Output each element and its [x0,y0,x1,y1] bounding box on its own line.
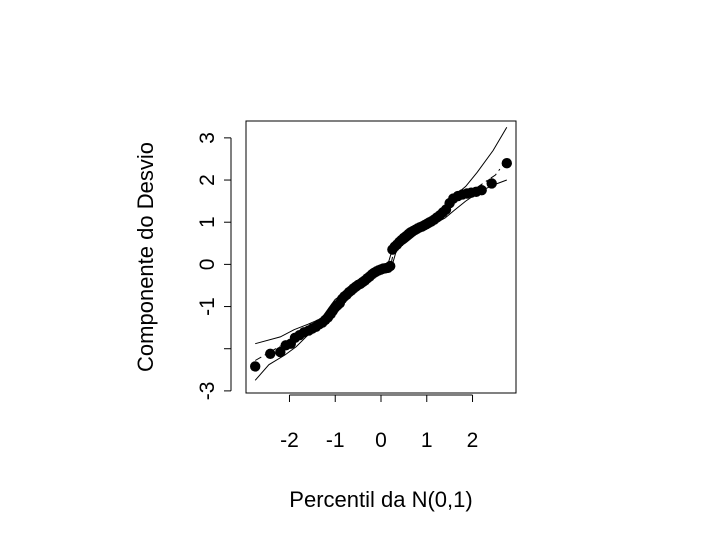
envelope-lower-line [254,179,507,381]
data-point [501,158,512,169]
x-tick-label: 2 [467,429,479,452]
x-axis-label: Percentil da N(0,1) [289,487,472,512]
plot-frame [245,120,517,394]
y-tick-label: 1 [196,216,219,228]
y-tick-label: 3 [196,132,219,144]
y-tick-label: 2 [196,174,219,186]
y-tick-label: 0 [196,259,219,271]
data-point [486,178,497,189]
x-tick-label: 1 [421,429,433,452]
data-point [265,348,276,359]
x-axis: -2 -1 0 1 2 [280,394,479,452]
y-axis-label: Componente do Desvio [133,142,158,372]
y-tick-label: -3 [196,382,219,401]
x-tick-label: -2 [280,429,299,452]
y-tick-label: -1 [196,297,219,316]
envelope-upper-line [255,127,508,345]
data-point [250,361,261,372]
x-tick-label: -1 [326,429,345,452]
y-axis: -3 -1 0 1 2 3 [196,132,232,401]
x-tick-label: 0 [375,429,387,452]
data-point [476,185,487,196]
data-point [385,260,396,272]
data-points [250,158,512,372]
